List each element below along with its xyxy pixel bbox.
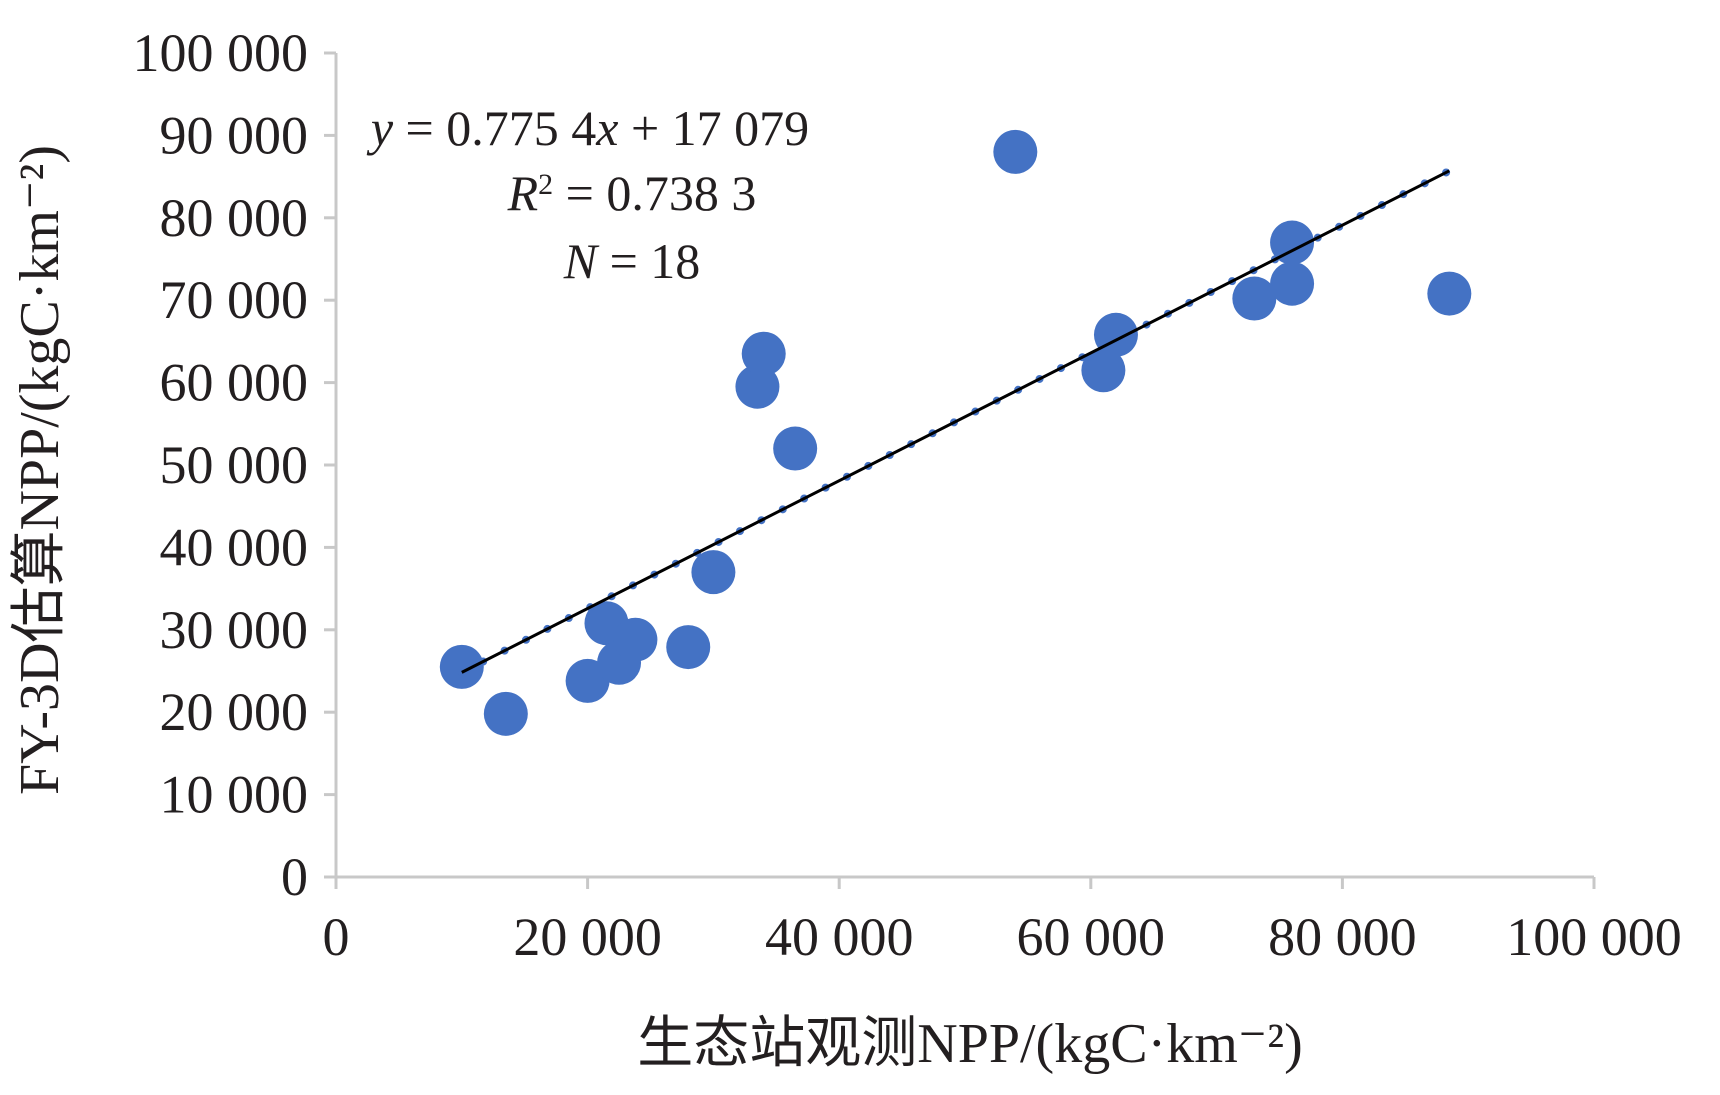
data-point	[1081, 348, 1126, 393]
data-point	[666, 625, 711, 670]
r-squared-symbol: R	[507, 165, 539, 221]
r-squared-value: = 0.738 3	[553, 165, 756, 221]
x-tick-label: 80 000	[1268, 907, 1417, 967]
regression-annotation: y = 0.775 4x + 17 079 R2 = 0.738 3 N = 1…	[366, 100, 809, 289]
x-tick-label: 40 000	[765, 907, 914, 967]
equation-x-symbol: x	[595, 100, 618, 156]
x-tick-label: 60 000	[1017, 907, 1166, 967]
trendline	[461, 169, 1451, 674]
trendline-group	[457, 166, 1454, 677]
data-point	[1093, 312, 1138, 357]
y-tick-label: 80 000	[160, 188, 309, 248]
sample-size-text: N = 18	[563, 233, 701, 289]
y-tick-label: 90 000	[160, 105, 309, 165]
data-point	[439, 644, 484, 689]
y-tick-label: 20 000	[160, 682, 309, 742]
x-tick-label: 20 000	[513, 907, 662, 967]
x-ticks: 0 20 000 40 000 60 000 80 000 100 000	[323, 877, 1682, 967]
x-tick-label: 0	[323, 907, 350, 967]
equation-text: y = 0.775 4x + 17 079	[366, 100, 809, 156]
y-tick-label: 10 000	[160, 765, 309, 825]
data-point	[741, 331, 786, 376]
data-point	[1232, 276, 1277, 321]
x-tick-label: 100 000	[1506, 907, 1682, 967]
x-axis-title: 生态站观测NPP/(kgC·km⁻²)	[637, 1013, 1303, 1075]
y-axis-title: FY-3D估算NPP/(kgC·km⁻²)	[9, 145, 71, 795]
equation-y-symbol: y	[366, 100, 394, 156]
sample-size-value: = 18	[597, 233, 700, 289]
data-point	[773, 426, 818, 471]
y-tick-label: 40 000	[160, 517, 309, 577]
y-tick-label: 100 000	[133, 23, 309, 83]
data-point	[1427, 271, 1472, 316]
y-tick-label: 0	[281, 847, 308, 907]
data-point	[691, 550, 736, 595]
data-point	[993, 129, 1038, 174]
equation-intercept: + 17 079	[618, 100, 809, 156]
r-squared-text: R2 = 0.738 3	[507, 165, 757, 221]
y-tick-label: 70 000	[160, 270, 309, 330]
data-point	[735, 364, 780, 409]
data-points	[439, 129, 1472, 736]
r-squared-exponent: 2	[538, 168, 553, 201]
y-ticks: 0 10 000 20 000 30 000 40 000 50 000 60 000 70 …	[133, 23, 336, 907]
data-point	[1270, 220, 1315, 265]
equation-coefficient: = 0.775 4	[393, 100, 596, 156]
data-point	[613, 617, 658, 662]
data-point	[1270, 261, 1315, 306]
y-tick-label: 60 000	[160, 353, 309, 413]
y-tick-label: 50 000	[160, 435, 309, 495]
data-point	[483, 691, 528, 736]
y-tick-label: 30 000	[160, 600, 309, 660]
sample-size-symbol: N	[563, 233, 600, 289]
